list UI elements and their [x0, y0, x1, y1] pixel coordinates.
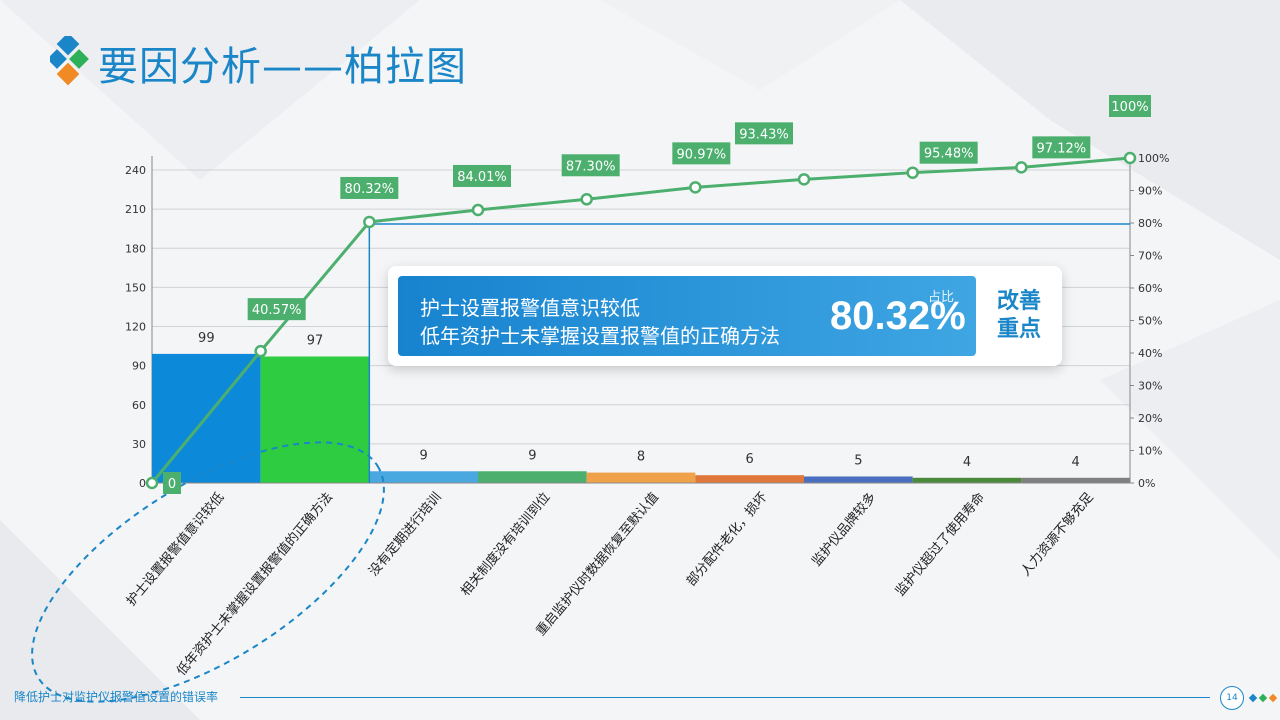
bar: [260, 356, 370, 483]
y-right-tick-label: 50%: [1138, 315, 1162, 328]
callout-percent-label: 占比: [928, 290, 955, 305]
category-label: 相关制度没有培训到位: [458, 489, 554, 599]
bar-value-label: 9: [420, 448, 428, 463]
cumulative-label: 97.12%: [1037, 141, 1087, 156]
category-label: 人力资源不够充足: [1018, 489, 1097, 579]
cumulative-point: [689, 181, 702, 194]
bar-value-label: 4: [1072, 455, 1080, 470]
category-label: 重启监护仪时数据恢复至默认值: [533, 489, 662, 639]
y-left-tick-label: 90: [132, 360, 146, 373]
category-label: 护士设置报警值意识较低: [123, 489, 227, 609]
y-left-tick-label: 180: [125, 242, 146, 255]
bar: [369, 471, 478, 483]
callout-line-2: 低年资护士未掌握设置报警值的正确方法: [420, 324, 780, 348]
cumulative-label-box: [735, 122, 793, 145]
cumulative-label: 90.97%: [677, 147, 727, 162]
callout-side-label: 改善 重点: [986, 288, 1052, 344]
bar-value-label: 8: [637, 450, 645, 465]
cumulative-label-box: [163, 472, 181, 494]
bar: [695, 475, 804, 483]
cumulative-point: [363, 215, 376, 229]
callout-banner: 护士设置报警值意识较低 低年资护士未掌握设置报警值的正确方法 80.32% 占比: [398, 276, 976, 356]
y-right-tick-label: 40%: [1138, 347, 1162, 360]
cumulative-label-box: [1109, 95, 1151, 117]
category-label: 没有定期进行培训: [366, 489, 445, 579]
page-number: 14: [1220, 686, 1244, 710]
bar: [804, 476, 913, 483]
cumulative-label: 93.43%: [739, 127, 789, 142]
bar-value-label: 99: [198, 331, 215, 346]
bar: [478, 471, 587, 483]
cumulative-label-box: [919, 141, 978, 164]
cumulative-label-box: [672, 142, 731, 165]
cumulative-line: [150, 156, 1131, 484]
callout-box: 护士设置报警值意识较低 低年资护士未掌握设置报警值的正确方法 80.32% 占比…: [388, 266, 1062, 366]
bar-value-label: 4: [963, 455, 971, 470]
y-right-tick-label: 80%: [1138, 217, 1162, 230]
cumulative-label: 95.48%: [924, 147, 974, 162]
cumulative-point: [254, 344, 267, 358]
y-right-tick-label: 60%: [1138, 282, 1162, 295]
callout-side-line-1: 改善: [996, 289, 1041, 314]
category-label: 监护仪超过了使用寿命: [892, 489, 988, 599]
category-label: 部分配件老化，损坏: [684, 490, 771, 589]
y-right-tick-label: 30%: [1138, 380, 1162, 393]
footer-diamonds-icon: [1248, 693, 1278, 703]
cumulative-label: 84.01%: [457, 170, 507, 185]
page-title: 要因分析——柏拉图: [98, 44, 467, 90]
cumulative-label-box: [1032, 136, 1091, 159]
logo-diamonds-icon: [50, 36, 89, 86]
y-right-tick-label: 90%: [1138, 185, 1162, 198]
cumulative-label: 80.32%: [345, 182, 395, 197]
cumulative-point: [906, 166, 919, 179]
y-right-tick-label: 20%: [1138, 412, 1162, 425]
y-left-tick-label: 30: [132, 438, 146, 451]
cumulative-label: 40.57%: [252, 303, 302, 318]
y-right-tick-label: 100%: [1138, 152, 1169, 165]
callout-side-line-2: 重点: [996, 317, 1041, 342]
cumulative-label-box: [561, 154, 620, 177]
bar: [912, 477, 1022, 483]
cumulative-point: [580, 193, 593, 206]
bar-value-label: 6: [746, 452, 754, 467]
cumulative-point: [471, 203, 485, 217]
bar-value-label: 97: [307, 333, 324, 348]
y-left-tick-label: 150: [125, 281, 146, 294]
bar-value-label: 9: [528, 448, 536, 463]
y-left-tick-label: 120: [125, 321, 146, 334]
bar: [1021, 477, 1130, 483]
category-label: 监护仪品牌较多: [809, 489, 880, 569]
cumulative-label-box: [453, 164, 511, 187]
callout-percent: 80.32%: [830, 294, 966, 338]
cumulative-label: 0: [168, 477, 176, 492]
cumulative-label: 87.30%: [566, 159, 616, 174]
cumulative-label-box: [340, 176, 399, 199]
highlight-ellipse: [31, 441, 385, 703]
cumulative-point: [797, 173, 811, 186]
y-left-tick-label: 210: [125, 203, 146, 216]
cumulative-point: [145, 476, 159, 490]
footer-divider: [240, 697, 1210, 698]
bar: [586, 472, 696, 483]
cumulative-label: 100%: [1111, 100, 1148, 115]
y-right-tick-label: 0%: [1138, 477, 1155, 490]
y-right-tick-label: 70%: [1138, 250, 1162, 263]
footer-text: 降低护士对监护仪报警值设置的错误率: [14, 690, 219, 704]
y-left-tick-label: 60: [132, 399, 146, 412]
cumulative-point: [1015, 161, 1028, 174]
callout-line-1: 护士设置报警值意识较低: [420, 296, 640, 320]
bar-value-label: 5: [854, 453, 862, 468]
cumulative-label-box: [247, 298, 306, 321]
cumulative-point: [1123, 151, 1137, 165]
y-right-tick-label: 10%: [1138, 445, 1162, 458]
y-left-tick-label: 0: [139, 477, 146, 490]
y-left-tick-label: 240: [125, 164, 146, 177]
